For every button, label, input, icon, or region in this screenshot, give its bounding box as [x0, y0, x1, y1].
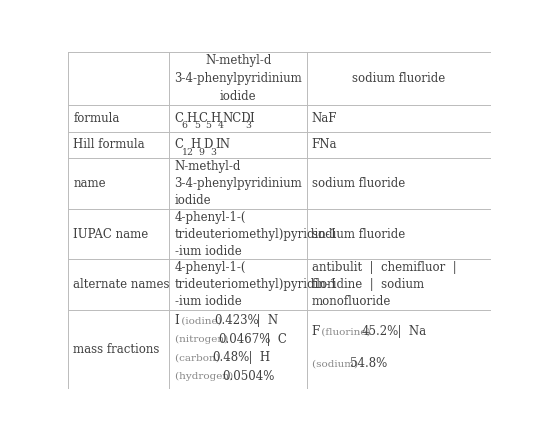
Text: D: D: [203, 139, 213, 152]
Text: sodium fluoride: sodium fluoride: [352, 72, 445, 85]
Text: I: I: [174, 314, 179, 327]
Text: F: F: [312, 326, 320, 339]
Text: C: C: [174, 139, 184, 152]
Text: alternate names: alternate names: [73, 278, 169, 291]
Text: 5: 5: [194, 121, 200, 130]
Text: (hydrogen): (hydrogen): [174, 371, 236, 381]
Text: name: name: [73, 177, 106, 190]
Text: formula: formula: [73, 111, 119, 125]
Text: (nitrogen): (nitrogen): [174, 335, 231, 344]
Text: sodium fluoride: sodium fluoride: [312, 228, 405, 241]
Text: NaF: NaF: [312, 111, 337, 125]
Text: (iodine): (iodine): [178, 316, 225, 326]
Text: 0.423%: 0.423%: [215, 314, 259, 327]
Text: |  H: | H: [241, 351, 270, 364]
Text: 54.8%: 54.8%: [350, 357, 387, 370]
Text: N-methyl-d
3-4-phenylpyridinium
iodide: N-methyl-d 3-4-phenylpyridinium iodide: [174, 160, 302, 207]
Text: |  C: | C: [259, 333, 287, 346]
Text: |  Na: | Na: [390, 326, 427, 339]
Text: 4-phenyl-1-(
trideuteriomethyl)pyridin-1
-ium iodide: 4-phenyl-1-( trideuteriomethyl)pyridin-1…: [174, 261, 338, 308]
Text: 12: 12: [181, 148, 193, 157]
Text: I: I: [250, 111, 254, 125]
Text: 4: 4: [218, 121, 224, 130]
Text: 0.48%: 0.48%: [212, 351, 249, 364]
Text: 45.2%: 45.2%: [361, 326, 399, 339]
Text: 0.0467%: 0.0467%: [219, 333, 271, 346]
Text: (carbon): (carbon): [174, 353, 223, 362]
Text: H: H: [210, 111, 220, 125]
Text: FNa: FNa: [312, 139, 337, 152]
Text: antibulit  |  chemifluor  |
floridine  |  sodium
monofluoride: antibulit | chemifluor | floridine | sod…: [312, 261, 457, 308]
Text: |  N: | N: [250, 314, 278, 327]
Text: 6: 6: [181, 121, 187, 130]
Text: C: C: [174, 111, 184, 125]
Text: IN: IN: [215, 139, 230, 152]
Text: H: H: [186, 111, 196, 125]
Text: 5: 5: [205, 121, 211, 130]
Text: IUPAC name: IUPAC name: [73, 228, 148, 241]
Text: N-methyl-d
3-4-phenylpyridinium
iodide: N-methyl-d 3-4-phenylpyridinium iodide: [174, 54, 302, 103]
Text: 3: 3: [245, 121, 251, 130]
Text: 4-phenyl-1-(
trideuteriomethyl)pyridin-1
-ium iodide: 4-phenyl-1-( trideuteriomethyl)pyridin-1…: [174, 211, 338, 258]
Text: C: C: [198, 111, 208, 125]
Text: sodium fluoride: sodium fluoride: [312, 177, 405, 190]
Text: (fluorine): (fluorine): [318, 327, 374, 336]
Text: 9: 9: [199, 148, 205, 157]
Text: 3: 3: [211, 148, 216, 157]
Text: mass fractions: mass fractions: [73, 343, 160, 356]
Text: 0.0504%: 0.0504%: [222, 370, 275, 382]
Text: NCD: NCD: [223, 111, 251, 125]
Text: Hill formula: Hill formula: [73, 139, 145, 152]
Text: (sodium): (sodium): [312, 359, 361, 368]
Text: H: H: [191, 139, 201, 152]
